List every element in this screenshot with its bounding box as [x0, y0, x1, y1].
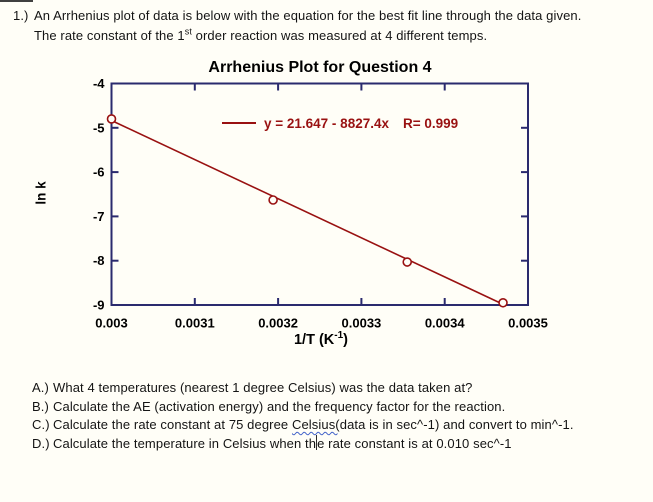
question-c-label: C.) — [32, 417, 50, 432]
question-d-text: Calculate the temperature in Celsius whe… — [53, 434, 512, 451]
chart-legend: y = 21.647 - 8827.4x R= 0.999 — [222, 115, 458, 131]
question-b: B.) Calculate the AE (activation energy)… — [32, 398, 574, 417]
data-point — [106, 114, 117, 124]
question-a: A.) What 4 temperatures (nearest 1 degre… — [32, 379, 574, 398]
chart-title: Arrhenius Plot for Question 4 — [208, 59, 432, 76]
text-cursor — [316, 434, 318, 450]
r-value-label: R= 0.999 — [402, 115, 459, 131]
question-c: C.) Calculate the rate constant at 75 de… — [32, 416, 574, 435]
intro-line1: An Arrhenius plot of data is below with … — [34, 8, 582, 23]
y-tick-label: -7 — [93, 209, 105, 224]
legend-line-sample — [222, 122, 256, 124]
question-c-text: Calculate the rate constant at 75 degree… — [53, 417, 574, 432]
question-number: 1.) — [13, 8, 29, 23]
screen-edge-artifact — [0, 0, 33, 2]
fit-line — [111, 119, 505, 306]
plot-frame — [110, 82, 529, 306]
x-tick-label: 0.003 — [95, 316, 128, 331]
intro-line2-post: order reaction was measured at 4 differe… — [191, 27, 488, 43]
question-d-label: D.) — [32, 435, 50, 451]
question-d: D.) Calculate the temperature in Celsius… — [32, 434, 574, 454]
question-b-label: B.) — [32, 398, 49, 414]
x-tick-label: 0.0031 — [175, 316, 215, 331]
question-intro: 1.) An Arrhenius plot of data is below w… — [13, 6, 581, 45]
x-axis-title-superscript: -1 — [334, 330, 344, 342]
x-axis-title: 1/T (K-1) — [293, 330, 349, 348]
spellcheck-underline: Celsius( — [291, 417, 340, 432]
fit-equation-label: y = 21.647 - 8827.4x — [264, 115, 389, 131]
x-tick-label: 0.0035 — [508, 316, 548, 331]
data-point — [402, 257, 413, 267]
y-tick-label: -5 — [93, 120, 105, 135]
question-intro-text: An Arrhenius plot of data is below with … — [34, 6, 581, 45]
x-tick-label: 0.0032 — [258, 316, 298, 331]
y-axis-title: ln k — [33, 181, 49, 205]
question-list: A.) What 4 temperatures (nearest 1 degre… — [32, 379, 574, 453]
x-tick-label: 0.0034 — [425, 316, 466, 331]
y-tick-label: -6 — [93, 165, 105, 180]
y-tick-label: -8 — [93, 253, 105, 268]
data-point — [268, 195, 278, 205]
intro-line2-superscript: st — [184, 26, 192, 37]
question-a-text: What 4 temperatures (nearest 1 degree Ce… — [53, 380, 473, 395]
y-tick-label: -4 — [93, 76, 105, 91]
question-b-text: Calculate the AE (activation energy) and… — [53, 398, 506, 414]
data-point — [498, 297, 508, 308]
y-tick-label: -9 — [93, 298, 105, 313]
x-tick-label: 0.0033 — [342, 316, 382, 331]
question-a-label: A.) — [32, 380, 49, 395]
intro-line2-pre: The rate constant of the 1 — [34, 27, 185, 43]
